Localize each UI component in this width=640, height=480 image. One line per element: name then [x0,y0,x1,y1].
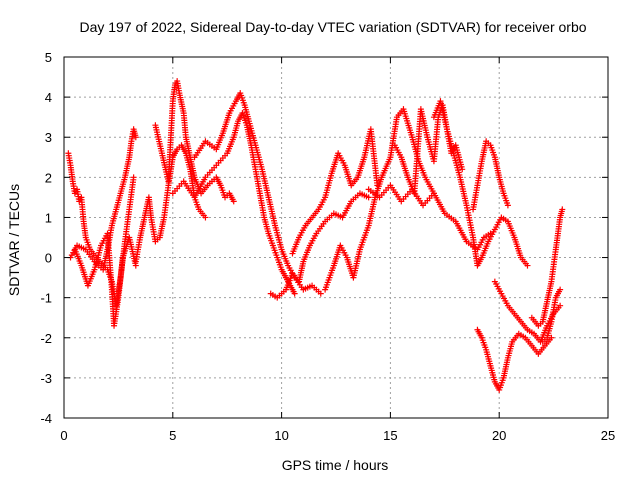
axis-ticks: 0 5 10 15 20 25 -4 -3 -2 -1 0 1 2 3 4 5 [40,50,615,443]
x-tick-label: 5 [169,428,176,443]
data-point [130,174,137,181]
x-tick-label: 20 [492,428,506,443]
data-point [524,262,531,269]
y-tick-label: -4 [40,411,52,426]
data-point [504,202,511,209]
series-track-d [132,142,209,265]
data-point [291,290,298,297]
data-point [230,198,237,205]
x-tick-label: 0 [60,428,67,443]
y-tick-label: 4 [45,90,52,105]
series-track-q [528,206,566,329]
plot-frame [63,56,609,419]
y-tick-label: 1 [45,210,52,225]
x-tick-label: 25 [601,428,615,443]
data-point [202,214,209,221]
data-point [459,166,466,173]
y-tick-label: 0 [45,251,52,266]
series-track-r [539,286,564,345]
series-track-e [152,78,237,205]
series-track-f [169,110,298,297]
series-track-b [67,126,139,273]
y-tick-label: 3 [45,130,52,145]
data-point [317,290,324,297]
data-points [65,78,566,393]
data-point [559,206,566,213]
series-track-c [71,230,139,329]
y-tick-label: -3 [40,371,52,386]
series-track-n [470,138,511,213]
series-track-g [191,90,324,297]
series-track-m [430,98,531,269]
y-tick-label: -2 [40,331,52,346]
series-track-h [267,190,372,301]
data-point [132,134,139,141]
y-tick-label: 5 [45,50,52,65]
x-tick-label: 10 [274,428,288,443]
data-point [365,194,372,201]
data-point [557,302,564,309]
y-tick-label: -1 [40,291,52,306]
x-axis-label: GPS time / hours [282,457,389,473]
series-track-o [474,326,555,393]
data-point [557,286,564,293]
y-axis-label: SDTVAR / TECUs [6,184,22,296]
y-tick-label: 2 [45,170,52,185]
x-tick-label: 15 [383,428,397,443]
grid-lines [64,57,608,418]
chart-title: Day 197 of 2022, Sidereal Day-to-day VTE… [79,19,586,35]
